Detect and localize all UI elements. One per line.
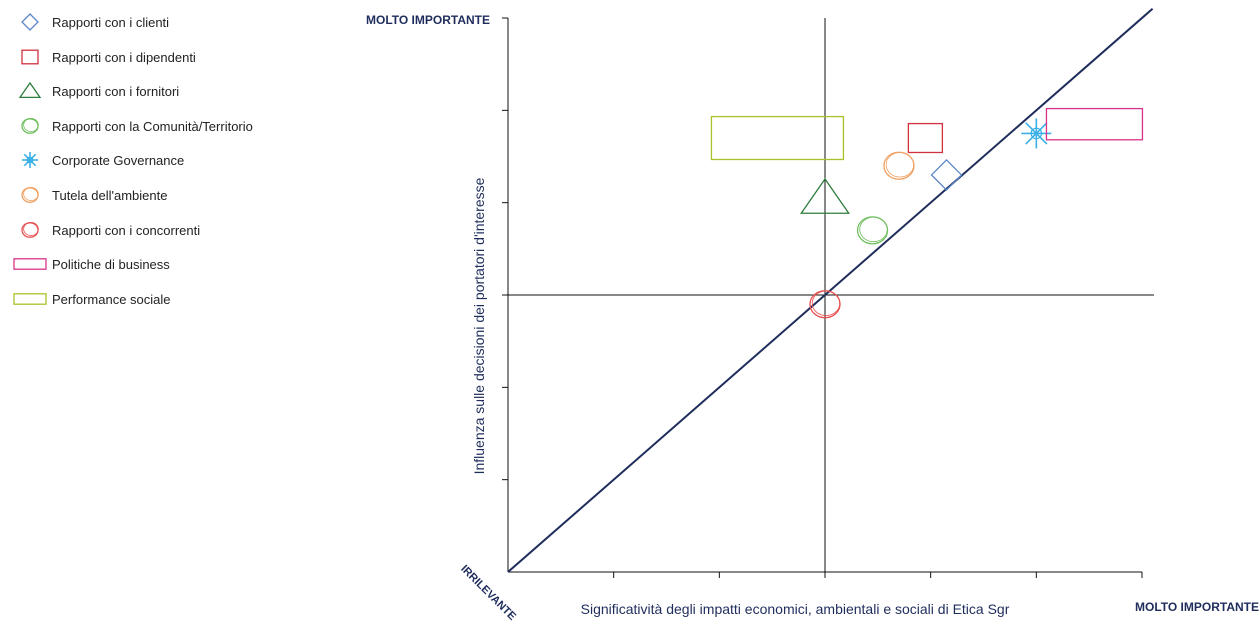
legend-label: Rapporti con i fornitori (52, 84, 180, 100)
legend-label: Rapporti con la Comunità/Territorio (52, 118, 253, 134)
data-point (809, 290, 841, 319)
legend-item: Corporate Governance (10, 146, 310, 181)
circle-icon (21, 117, 39, 134)
legend-item: Rapporti con i dipendenti (10, 43, 310, 78)
legend-item: Rapporti con i fornitori (10, 77, 310, 112)
circle-icon (21, 187, 39, 203)
data-point (1045, 107, 1144, 141)
legend-item: Politiche di business (10, 250, 310, 285)
legend-item: Performance sociale (10, 285, 310, 320)
wide-rect-icon (13, 292, 47, 305)
data-point (856, 216, 889, 245)
legend-label: Corporate Governance (52, 153, 185, 169)
square-icon (21, 49, 39, 65)
x-axis-high-label: MOLTO IMPORTANTE (1135, 600, 1259, 614)
data-point (930, 159, 963, 191)
data-point (710, 115, 845, 161)
diamond-icon (21, 13, 39, 31)
legend-label: Rapporti con i concorrenti (52, 222, 201, 238)
y-axis-high-label: MOLTO IMPORTANTE (366, 13, 490, 27)
legend-label: Performance sociale (52, 291, 171, 307)
legend-label: Rapporti con i clienti (52, 15, 170, 30)
snowflake-icon (22, 152, 38, 169)
circle-icon (21, 221, 39, 238)
triangle-icon (18, 82, 42, 99)
legend: Rapporti con i clienti Rapporti con i dip… (10, 8, 310, 319)
wide-rect-icon (13, 258, 47, 271)
legend-label: Rapporti con i dipendenti (52, 49, 196, 65)
legend-label: Tutela dell'ambiente (52, 187, 168, 203)
legend-item: Rapporti con i concorrenti (10, 216, 310, 251)
data-point (907, 122, 944, 154)
legend-item: Rapporti con i clienti (10, 8, 310, 43)
diagonal-line (507, 8, 1154, 573)
axes (502, 8, 1154, 578)
data-marks (710, 107, 1144, 319)
y-axis-label: Influenza sulle decisioni dei portatori … (471, 177, 487, 474)
legend-item: Rapporti con la Comunità/Territorio (10, 112, 310, 147)
x-axis-label: Significatività degli impatti economici,… (581, 601, 1010, 617)
data-point (800, 177, 850, 214)
data-point (883, 151, 915, 180)
legend-item: Tutela dell'ambiente (10, 181, 310, 216)
legend-label: Politiche di business (52, 257, 170, 273)
